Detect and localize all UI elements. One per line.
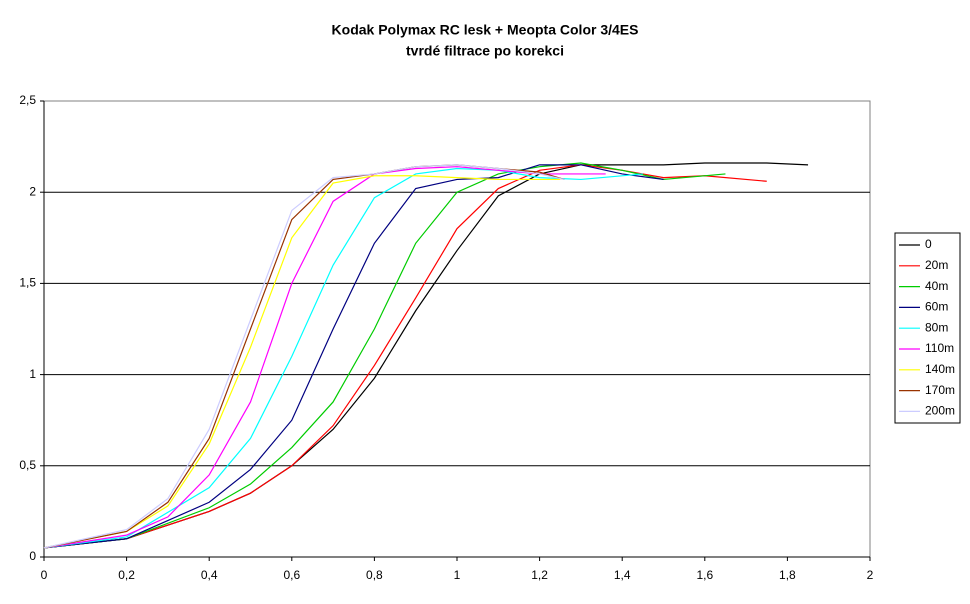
plot-area — [43, 100, 871, 558]
legend-label: 140m — [925, 362, 955, 376]
y-tick-label: 1,5 — [19, 276, 36, 290]
series-line — [43, 164, 767, 549]
legend-label: 40m — [925, 279, 948, 293]
legend-label: 110m — [925, 341, 954, 355]
legend-label: 170m — [925, 383, 955, 397]
y-tick-label: 0,5 — [19, 458, 36, 472]
x-tick-label: 1,8 — [779, 568, 796, 582]
chart-title: Kodak Polymax RC lesk + Meopta Color 3/4… — [332, 22, 639, 38]
chart-subtitle: tvrdé filtrace po korekci — [406, 43, 564, 59]
legend-label: 0 — [925, 237, 932, 251]
legend-label: 20m — [925, 258, 948, 272]
x-tick-label: 1,6 — [696, 568, 713, 582]
x-tick-label: 2 — [867, 568, 874, 582]
legend-label: 60m — [925, 300, 948, 314]
legend-label: 200m — [925, 404, 955, 418]
x-tick-label: 0,4 — [201, 568, 218, 582]
series-line — [43, 166, 606, 549]
x-tick-label: 0,8 — [366, 568, 383, 582]
y-tick-label: 2 — [29, 184, 36, 198]
series-line — [43, 164, 664, 549]
series-line — [43, 162, 726, 549]
x-tick-label: 1 — [454, 568, 461, 582]
x-tick-label: 0 — [41, 568, 48, 582]
y-tick-label: 0 — [29, 549, 36, 563]
x-tick-label: 1,4 — [614, 568, 631, 582]
series-line — [43, 167, 643, 549]
x-tick-label: 1,2 — [531, 568, 548, 582]
x-tick-label: 0,6 — [283, 568, 300, 582]
y-tick-label: 1 — [29, 367, 36, 381]
legend-label: 80m — [925, 320, 948, 334]
x-tick-label: 0,2 — [118, 568, 135, 582]
y-tick-label: 2,5 — [19, 93, 36, 107]
series-line — [43, 164, 565, 549]
series-line — [43, 175, 561, 549]
